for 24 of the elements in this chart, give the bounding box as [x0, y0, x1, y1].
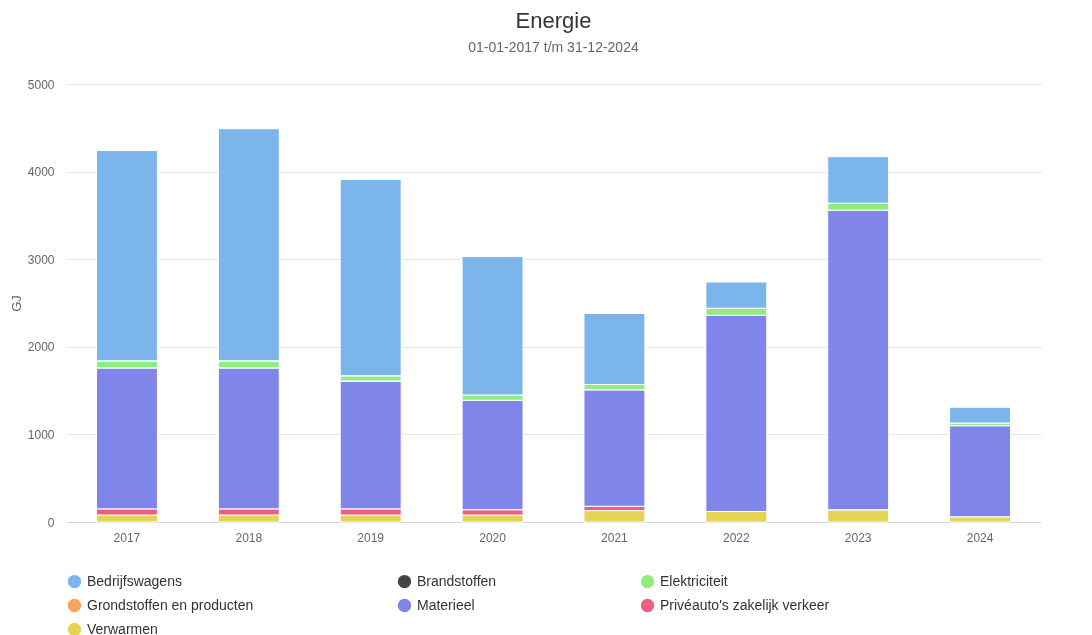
y-tick-label: 5000 [27, 77, 55, 92]
legend-label: Brandstoffen [417, 572, 497, 589]
x-tick-label: 2018 [235, 530, 263, 545]
legend-label: Materieel [417, 596, 475, 613]
chart-title: Energie [515, 8, 592, 33]
x-tick-label: 2017 [113, 530, 141, 545]
y-tick-label: 0 [47, 515, 55, 530]
legend-label: Bedrijfswagens [87, 572, 182, 589]
y-tick-label: 1000 [27, 427, 55, 442]
legend-label: Elektriciteit [660, 572, 728, 589]
legend-label: Verwarmen [87, 620, 158, 635]
y-tick-label: 4000 [27, 165, 55, 180]
legend-label: Grondstoffen en producten [87, 596, 254, 613]
x-tick-label: 2019 [357, 530, 385, 545]
legend-label: Privéauto's zakelijk verkeer [660, 596, 830, 613]
x-tick-label: 2022 [722, 530, 750, 545]
chart-subtitle: 01-01-2017 t/m 31-12-2024 [468, 39, 639, 55]
x-tick-label: 2020 [479, 530, 507, 545]
x-tick-label: 2023 [844, 530, 872, 545]
x-tick-label: 2024 [966, 530, 994, 545]
y-tick-label: 2000 [27, 340, 55, 355]
y-tick-label: 3000 [27, 252, 55, 267]
y-axis-title: GJ [8, 295, 24, 312]
x-tick-label: 2021 [601, 530, 629, 545]
